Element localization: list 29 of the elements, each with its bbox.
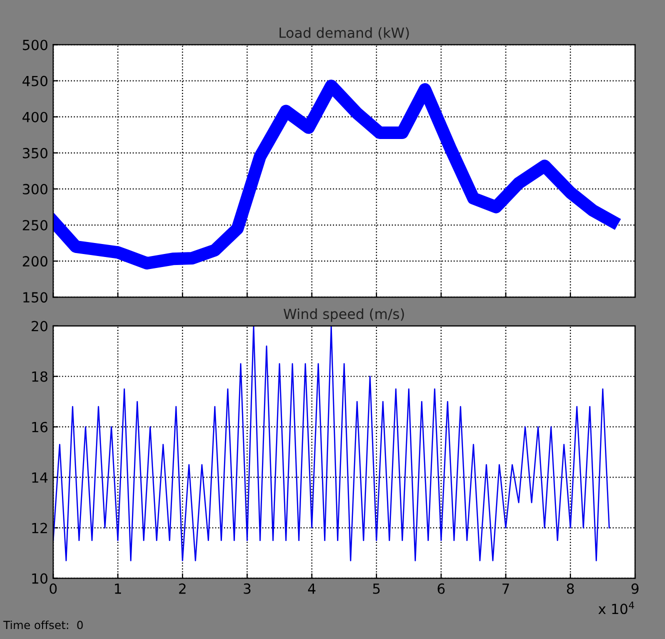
y-tick-label: 18 [32,371,48,382]
x-tick-label: 4 [308,584,316,594]
y-tick-label: 20 [32,320,48,332]
x-tick-label: 8 [566,583,574,594]
x-tick-label: 7 [502,584,509,594]
y-tick-label: 200 [22,256,48,267]
y-tick-label: 250 [22,220,48,230]
x-tick-label: 1 [114,584,121,594]
x-tick-label: 0 [50,583,57,594]
x-tick-label: 6 [438,583,445,594]
y-tick-label: 500 [22,40,48,50]
y-tick-label: 350 [22,148,48,158]
text: x 10$^{4}$ [598,602,634,614]
chart-title: Load demand (kW) [280,27,409,40]
y-tick-label: 450 [22,76,48,86]
y-tick-label: 14 [32,472,48,483]
y-tick-label: 400 [22,112,48,122]
y-tick-label: 150 [23,292,48,303]
y-tick-label: 300 [22,184,48,194]
y-tick-label: 10 [32,573,48,584]
x-tick-label: 9 [632,583,639,594]
line-series [53,326,610,562]
y-tick-label: 16 [32,422,48,432]
x-tick-label: 2 [179,583,186,594]
x-tick-label: 3 [244,583,250,594]
y-tick-label: 12 [32,522,47,534]
x-tick-label: 5 [373,584,380,594]
text: Time offset: 0 [3,620,83,630]
chart-title: Wind speed (m/s) [284,308,404,322]
